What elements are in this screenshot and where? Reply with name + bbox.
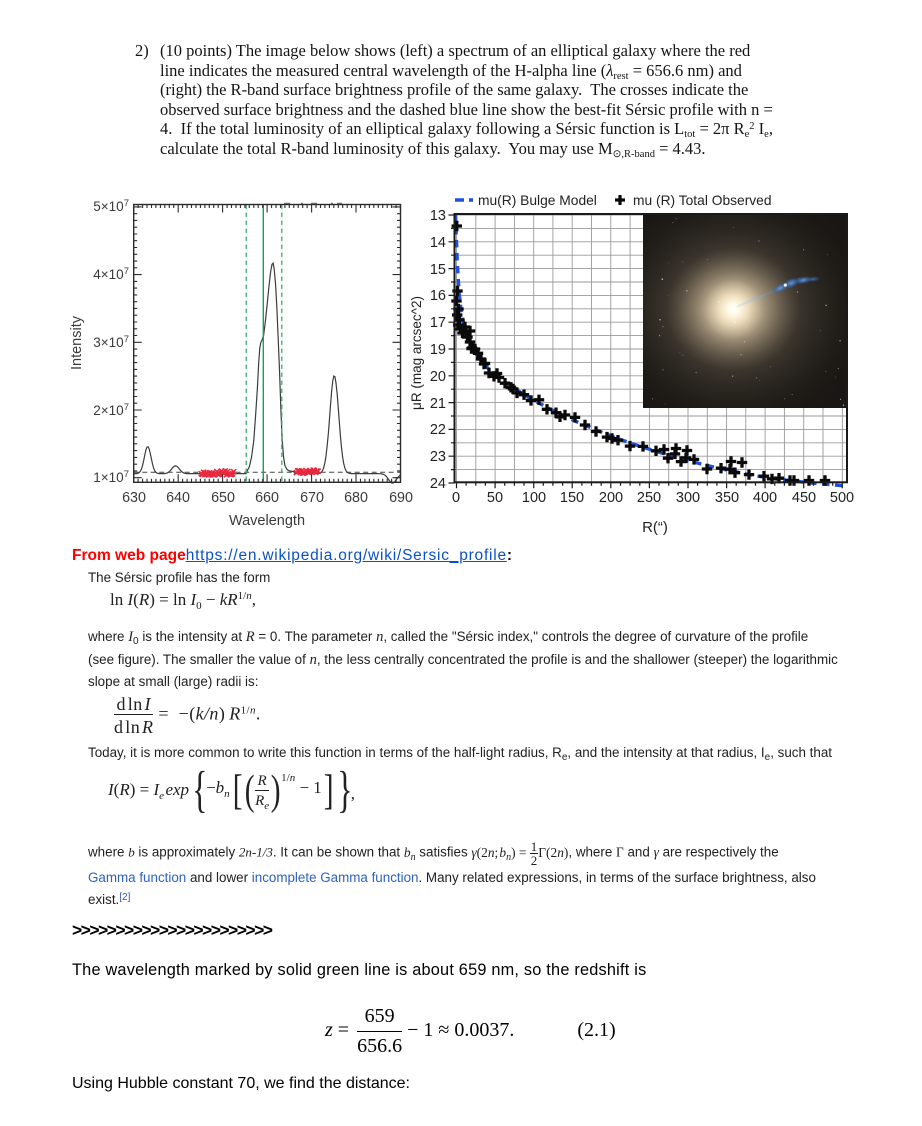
svg-text:200: 200	[599, 490, 623, 506]
svg-text:21: 21	[430, 396, 446, 412]
svg-text:Wavelength: Wavelength	[229, 513, 305, 529]
svg-text:16: 16	[430, 288, 446, 304]
svg-text:R(“): R(“)	[642, 519, 668, 536]
svg-text:100: 100	[522, 490, 546, 506]
svg-text:23: 23	[430, 449, 446, 465]
svg-text:450: 450	[792, 490, 816, 506]
svg-text:17: 17	[430, 315, 446, 331]
svg-text:670: 670	[300, 490, 324, 506]
svg-text:150: 150	[560, 490, 584, 506]
svg-text:680: 680	[344, 490, 368, 506]
svg-text:5×107: 5×107	[93, 198, 129, 214]
svg-text:250: 250	[637, 490, 661, 506]
svg-text:1×107: 1×107	[93, 469, 129, 485]
svg-text:mu (R) Total Observed: mu (R) Total Observed	[633, 193, 772, 208]
svg-text:mu(R) Bulge Model: mu(R) Bulge Model	[478, 193, 597, 208]
svg-text:22: 22	[430, 422, 446, 438]
svg-text:630: 630	[122, 490, 146, 506]
svg-text:20: 20	[430, 369, 446, 385]
svg-text:15: 15	[430, 262, 446, 278]
svg-text:Intensity: Intensity	[69, 315, 85, 370]
svg-text:4×107: 4×107	[93, 266, 129, 282]
svg-text:50: 50	[487, 490, 503, 506]
svg-text:13: 13	[430, 208, 446, 224]
svg-text:400: 400	[753, 490, 777, 506]
svg-text:0: 0	[452, 490, 460, 506]
svg-text:μR (mag arcsec^2): μR (mag arcsec^2)	[410, 296, 424, 410]
svg-text:650: 650	[211, 490, 235, 506]
svg-text:3×107: 3×107	[93, 334, 129, 350]
svg-text:660: 660	[255, 490, 279, 506]
svg-text:14: 14	[430, 235, 446, 251]
svg-text:500: 500	[830, 490, 854, 506]
svg-text:640: 640	[166, 490, 190, 506]
svg-text:19: 19	[430, 342, 446, 358]
svg-text:350: 350	[715, 490, 739, 506]
svg-text:2×107: 2×107	[93, 402, 129, 418]
svg-text:24: 24	[430, 476, 446, 492]
svg-text:690: 690	[389, 490, 413, 506]
svg-text:300: 300	[676, 490, 700, 506]
